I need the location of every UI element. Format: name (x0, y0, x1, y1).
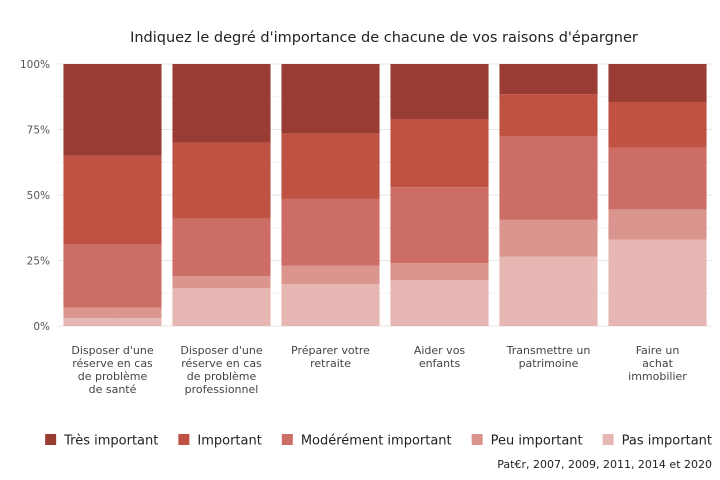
bar-segment (499, 94, 598, 137)
y-tick-label: 75% (27, 125, 50, 137)
bar-segment (499, 136, 598, 220)
legend-item: Pas important (602, 434, 712, 449)
bar-segment (281, 133, 380, 199)
y-axis-ticks: 0% 25% 50% 75% 100% (20, 59, 50, 333)
y-tick-label: 100% (20, 59, 50, 71)
legend: Très important Important Modérément import… (45, 434, 712, 449)
x-category-label: Préparer votre retraite (291, 344, 370, 370)
legend-label: Très important (63, 434, 158, 449)
bars (63, 64, 707, 326)
bar-segment (172, 142, 271, 219)
legend-item: Important (178, 434, 262, 449)
x-category-label: Faire un achat immobilier (628, 344, 687, 383)
bar-segment (390, 119, 489, 188)
bar-segment (608, 147, 707, 210)
bar-segment (499, 64, 598, 95)
y-tick-label: 0% (33, 321, 50, 333)
x-axis-categories: Disposer d'une réserve en cas de problème d… (71, 344, 687, 396)
x-category-label: Aider vos enfants (414, 344, 466, 370)
bar-segment (63, 318, 162, 326)
legend-swatch (602, 434, 614, 445)
bar-segment (499, 219, 598, 257)
bar-segment (281, 64, 380, 134)
bar-segment (172, 288, 271, 326)
bar-segment (281, 198, 380, 266)
bar-segment (172, 218, 271, 277)
bar-segment (390, 187, 489, 264)
bar-segment (608, 209, 707, 240)
bar-segment (390, 263, 489, 281)
bar-segment (608, 101, 707, 148)
bar-segment (608, 239, 707, 326)
x-category-label: Transmettre un patrimoine (506, 344, 591, 370)
bar-segment (172, 276, 271, 289)
bar-segment (63, 307, 162, 319)
legend-swatch (178, 434, 190, 445)
legend-swatch (471, 434, 483, 445)
bar-segment (390, 64, 489, 120)
legend-swatch (45, 434, 57, 445)
bar-segment (172, 64, 271, 143)
y-tick-label: 50% (27, 190, 50, 202)
bar-segment (281, 284, 380, 326)
bar-segment (63, 244, 162, 308)
legend-swatch (281, 434, 293, 445)
legend-label: Pas important (622, 434, 712, 449)
bar-segment (63, 155, 162, 245)
y-tick-label: 25% (27, 256, 50, 268)
legend-label: Peu important (491, 434, 583, 449)
x-category-label: Disposer d'une réserve en cas de problème d… (71, 344, 153, 396)
bar-segment (608, 64, 707, 102)
bar-segment (499, 256, 598, 326)
legend-item: Peu important (471, 434, 583, 449)
chart-caption: Pat€r, 2007, 2009, 2011, 2014 et 2020 (497, 458, 712, 471)
bar-segment (281, 265, 380, 285)
chart-title: Indiquez le degré d'importance de chacun… (130, 30, 638, 46)
legend-label: Important (197, 434, 261, 449)
x-category-label: Disposer d'une réserve en cas de problème p… (180, 344, 262, 396)
legend-label: Modérément important (301, 434, 452, 449)
legend-item: Très important (45, 434, 158, 449)
bar-segment (390, 280, 489, 326)
bar-segment (63, 64, 162, 156)
legend-item: Modérément important (281, 434, 452, 449)
